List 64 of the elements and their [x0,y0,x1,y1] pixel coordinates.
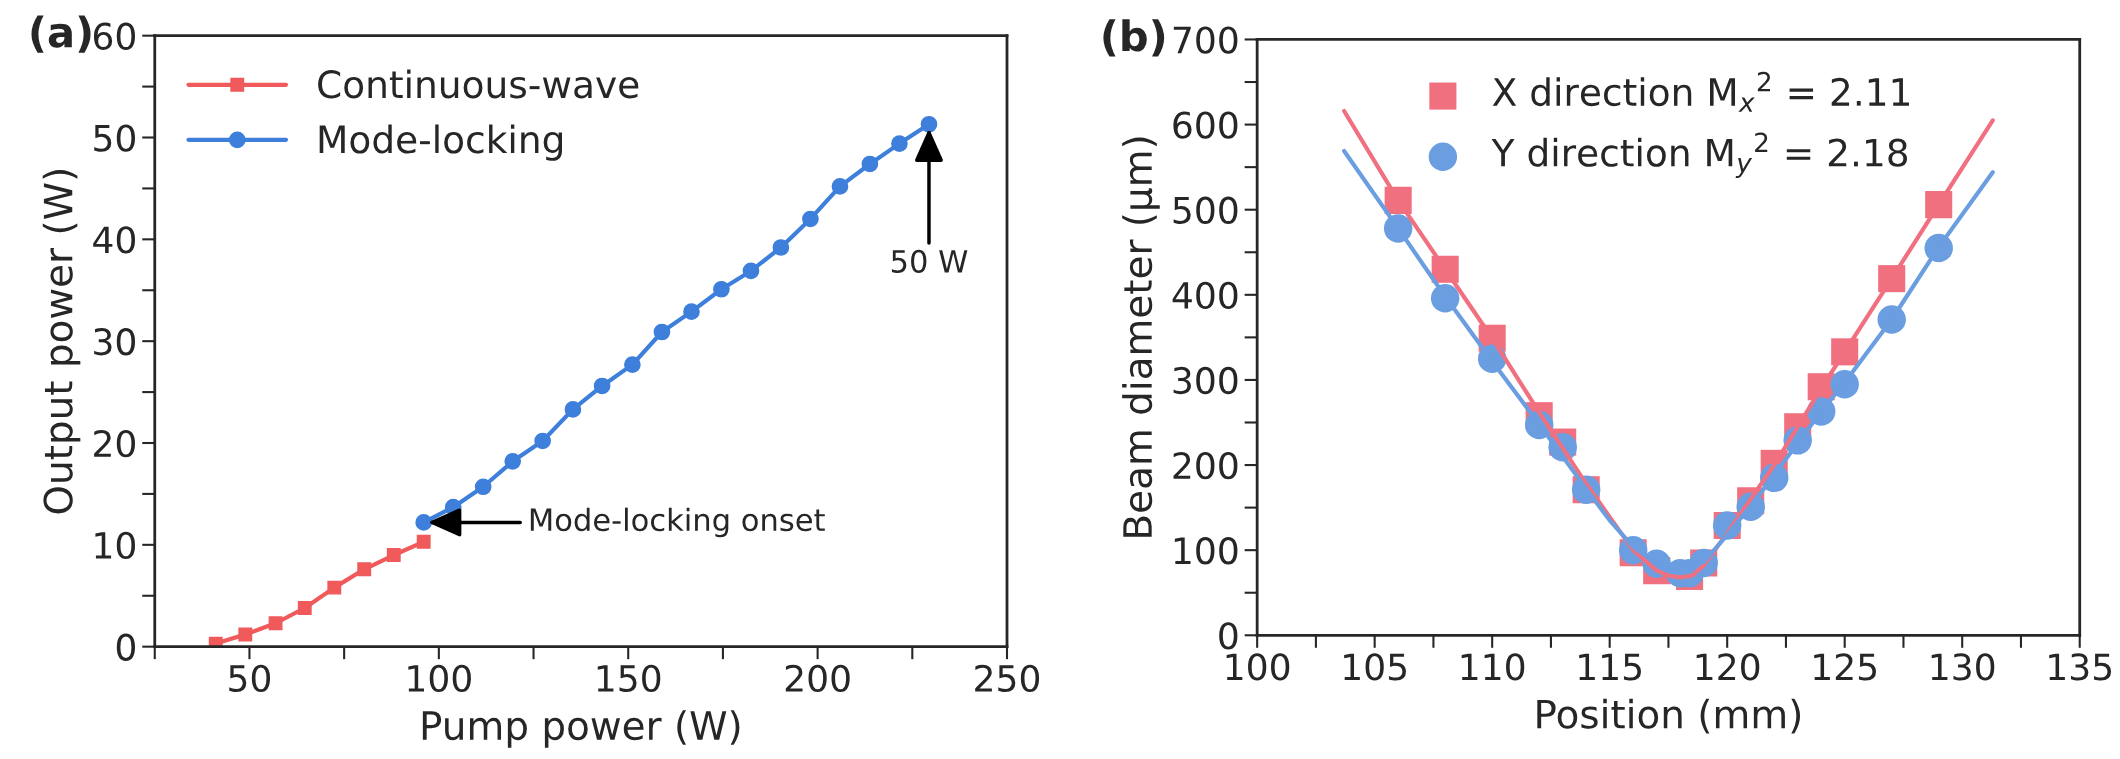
x-axis-title: Pump power (W) [422,710,740,748]
y-tick-label: 600 [1173,111,1238,139]
x-tick-label: 105 [1344,653,1406,681]
legend-label: Mode-locking [319,124,562,161]
x-tick-label: 200 [785,664,850,692]
point [653,323,671,341]
y-tick-label: 20 [94,429,135,458]
x-tick-label: 110 [1461,653,1525,681]
point [713,280,730,298]
chart-title: (a) [31,15,91,53]
point [742,262,760,280]
point [920,115,938,133]
legend-label: Continuous-wave [318,69,639,99]
point [564,401,582,418]
point [802,210,819,228]
x-tick-label: 50 [229,664,271,692]
x-tick-label: 250 [975,664,1040,692]
point [504,452,522,470]
y-tick-label: 700 [1173,26,1238,54]
y-tick-label: 100 [1174,537,1238,565]
point [831,178,849,195]
point [297,601,312,615]
x-tick-label: 115 [1579,653,1641,681]
point [327,580,342,595]
point [415,514,433,531]
point [861,155,879,173]
chart-title: (b) [1103,19,1165,57]
point [386,548,401,562]
x-tick-label: 120 [1696,653,1760,681]
x-tick-label: 100 [1226,653,1290,681]
y-tick-label: 40 [93,226,135,254]
point [683,303,700,320]
y-tick-label: 500 [1173,196,1238,224]
point [268,616,283,631]
point [416,534,431,549]
annotation: Mode-locking onset [530,507,825,538]
y-tick-label: 30 [94,328,135,356]
point [534,432,551,450]
x-tick-label: 100 [408,664,471,692]
y-tick-label: 10 [95,531,135,560]
point [238,627,253,642]
y-tick-label: 0 [1219,622,1238,650]
y-tick-label: 300 [1173,366,1238,395]
y-axis-title: Beam diameter (µm) [1122,137,1160,537]
legend-label: X direction M$_{x}$$^{2}$ = 2.11 [1492,71,1909,112]
y-axis-title: Output power (W) [42,170,81,514]
y-tick-label: 0 [116,633,135,661]
point [593,377,611,395]
point [357,562,372,577]
y-tick-label: 400 [1172,281,1238,310]
y-tick-label: 50 [94,124,135,152]
x-tick-label: 150 [597,664,661,692]
point [624,356,641,373]
x-axis-title: Position (mm) [1537,698,1801,734]
point [474,478,492,496]
point [891,135,908,152]
point [772,239,790,256]
annotation: 50 W [891,249,968,273]
x-tick-label: 130 [1931,653,1995,681]
y-tick-label: 200 [1173,451,1238,480]
x-tick-label: 135 [2049,653,2112,681]
y-tick-label: 60 [93,22,135,50]
legend-label: Y direction M$_{y}$$^{2}$ = 2.18 [1491,132,1908,178]
x-tick-label: 125 [1814,653,1877,681]
